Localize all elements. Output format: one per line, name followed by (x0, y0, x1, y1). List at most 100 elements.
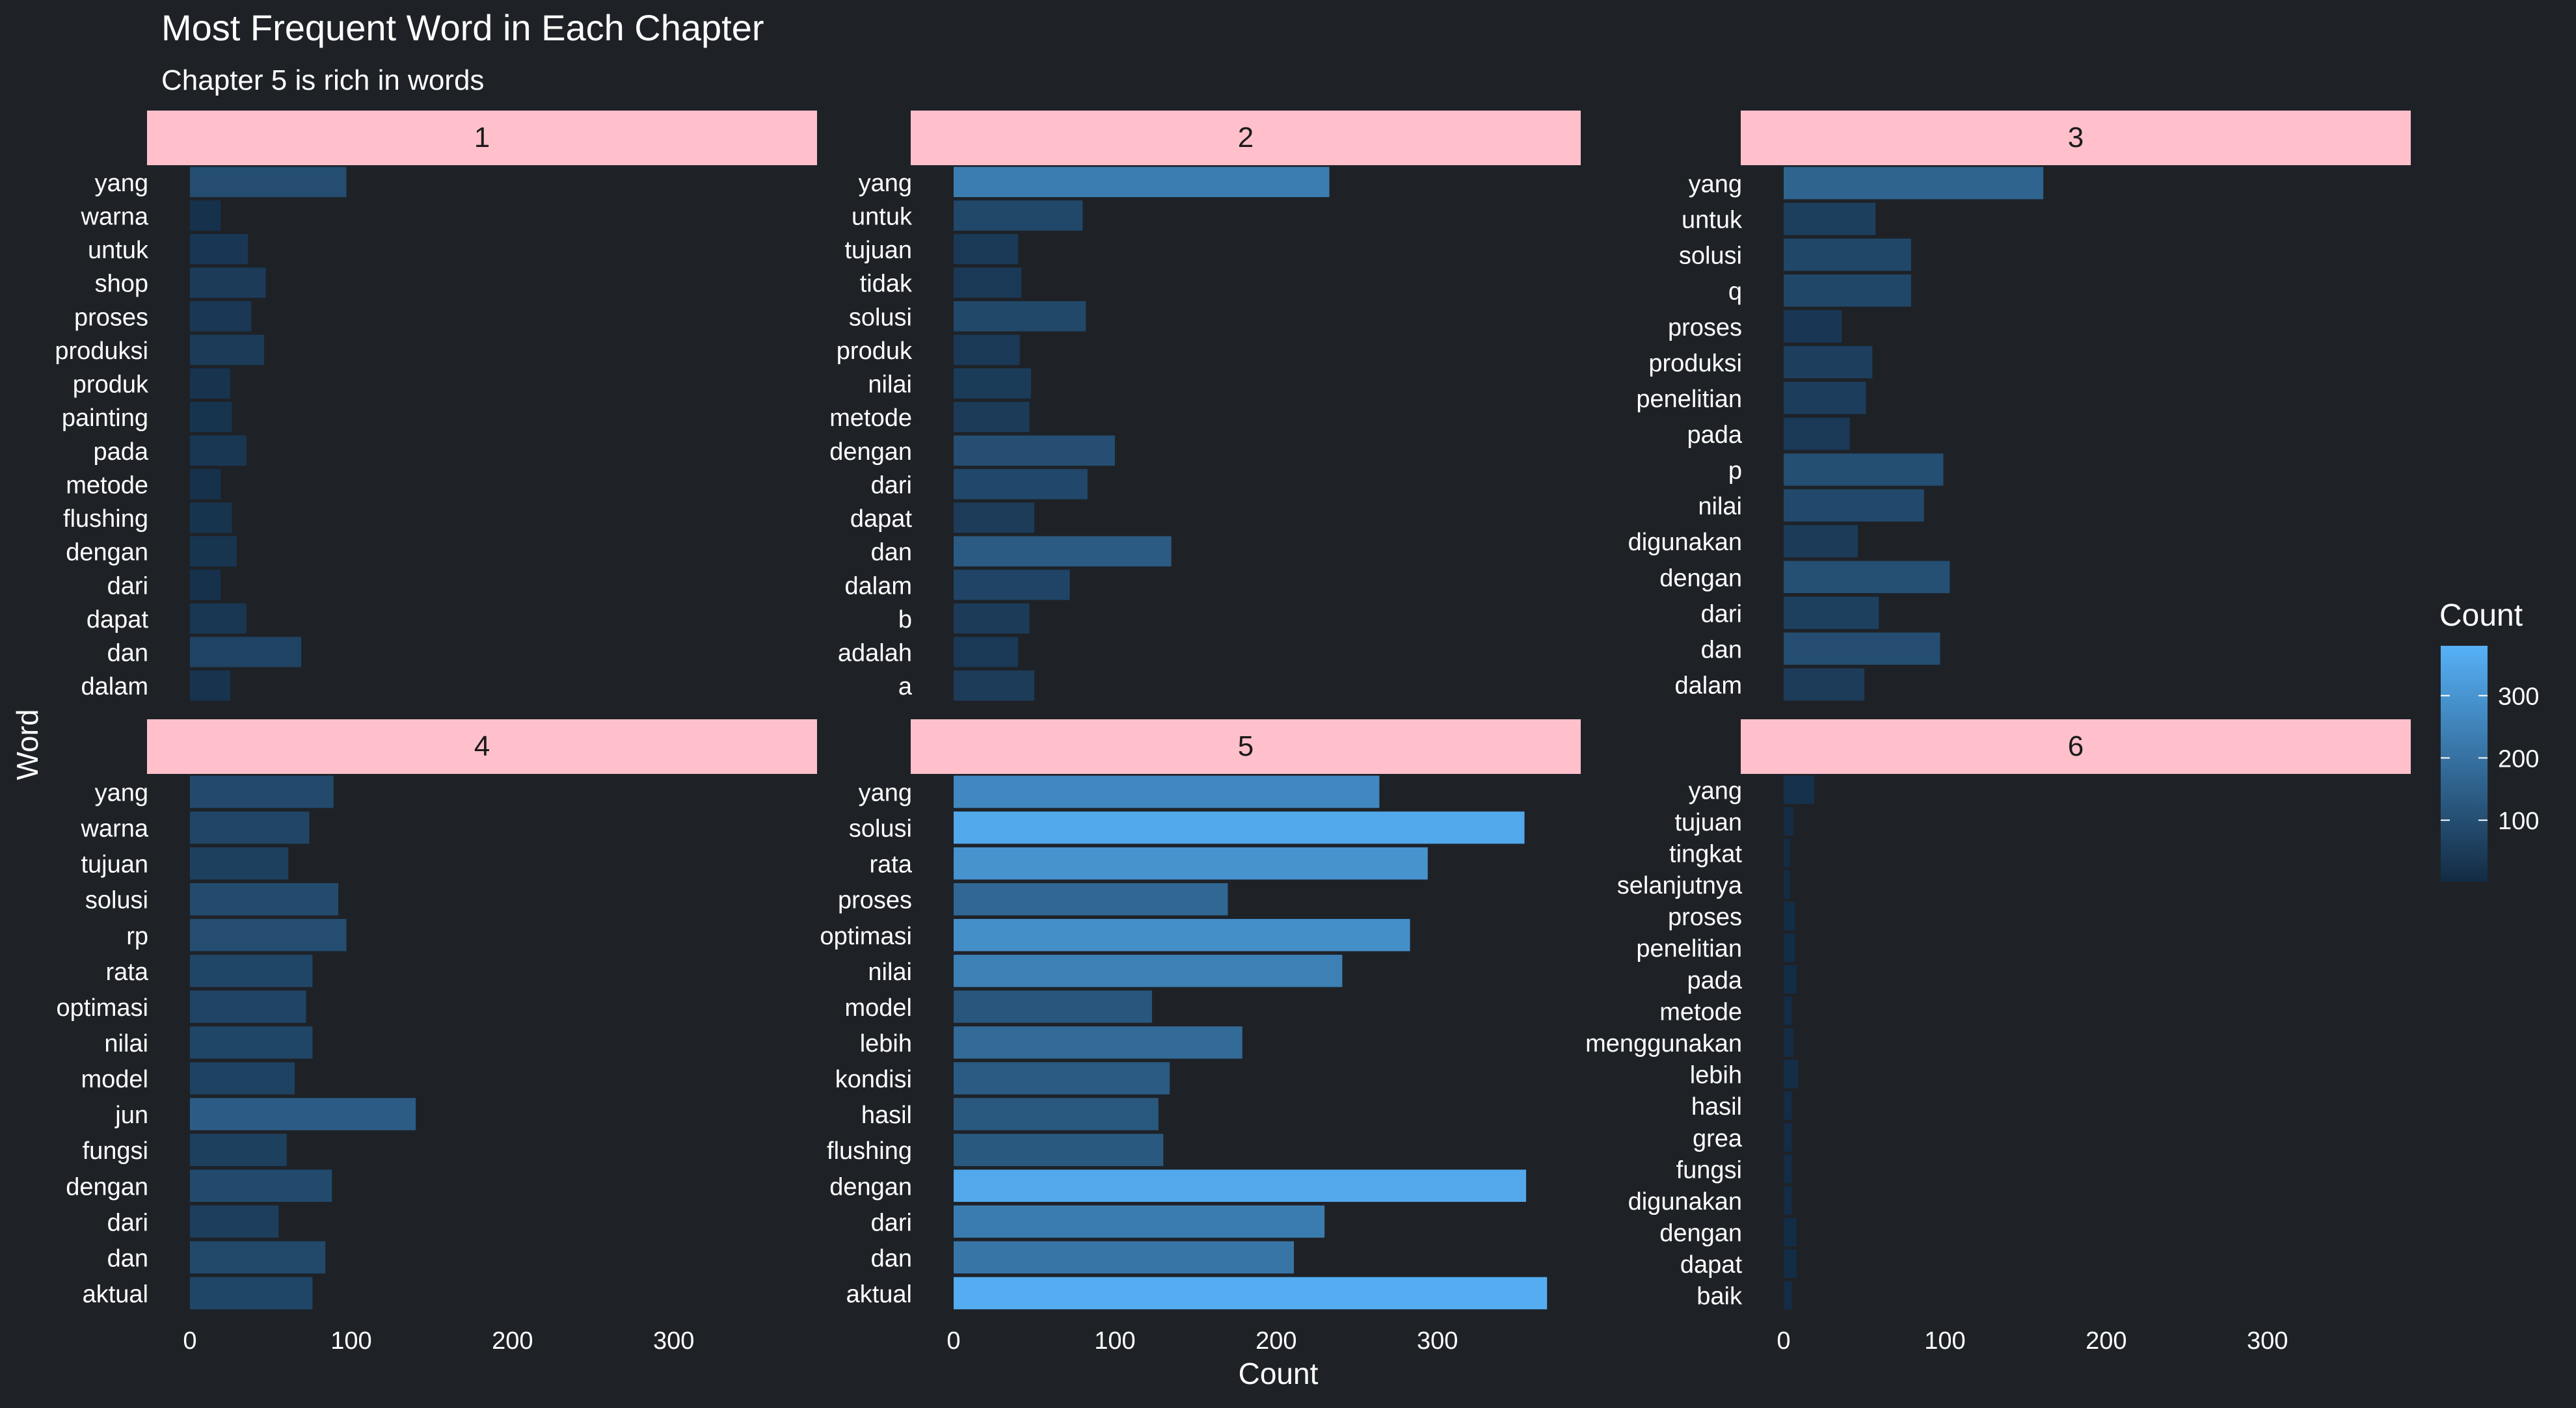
x-tick-label: 0 (946, 1327, 960, 1355)
y-tick-label: proses (1668, 904, 1742, 931)
bar-jun (190, 1098, 416, 1130)
bar-produk (190, 368, 230, 399)
bar-solusi (190, 883, 339, 916)
bar-b (954, 603, 1030, 634)
x-tick-label: 200 (1255, 1327, 1296, 1355)
y-tick-label: tujuan (1674, 809, 1742, 836)
bar-dalam (954, 570, 1070, 600)
bar-metode (1784, 996, 1792, 1026)
y-tick-label: metode (66, 472, 148, 499)
y-tick-label: dapat (850, 505, 913, 533)
legend-colorbar (2441, 646, 2488, 882)
bar-dapat (954, 502, 1034, 533)
facet-strip-label: 6 (2068, 730, 2084, 762)
y-axis-label: Word (10, 709, 44, 780)
y-tick-label: q (1728, 278, 1742, 306)
bar-dari (190, 1205, 279, 1238)
y-tick-label: proses (1668, 314, 1742, 341)
y-tick-label: dan (871, 1245, 912, 1272)
y-tick-label: dengan (829, 1173, 912, 1201)
y-tick-label: nilai (1698, 493, 1742, 520)
bar-dan (190, 637, 302, 667)
bar-dari (954, 1205, 1325, 1238)
bar-nilai (190, 1026, 313, 1059)
panel-6: 6 yang tujuan tingkat selanjutnya proses penel… (1585, 719, 2411, 1355)
facet-strip (1741, 719, 2411, 774)
facet-strip-label: 3 (2068, 122, 2084, 153)
panels: 1 yang warna untuk shop proses produksi produk p… (55, 111, 2411, 1355)
y-tick-label: produk (73, 371, 149, 399)
y-tick-label: pada (93, 438, 148, 466)
facet-strip (1741, 111, 2411, 165)
y-tick-label: dengan (1659, 565, 1742, 592)
bar-pada (1784, 418, 1850, 450)
bar-untuk (190, 233, 248, 265)
panel-3: 3 yang untuk solusi q proses produksi penelitia… (1628, 111, 2411, 701)
legend-tick-label: 300 (2498, 684, 2539, 711)
y-tick-label: produksi (1648, 350, 1742, 377)
x-tick-label: 0 (1777, 1327, 1790, 1355)
bar-baik (1784, 1281, 1792, 1310)
bar-dapat (1784, 1249, 1797, 1278)
bar-produksi (190, 334, 265, 365)
y-tick-label: dan (871, 539, 912, 566)
x-tick-label: 300 (1417, 1327, 1458, 1355)
y-tick-label: tujuan (844, 237, 912, 264)
bar-dan (954, 1241, 1295, 1274)
bar-proses (190, 301, 252, 332)
y-tick-label: kondisi (835, 1066, 912, 1093)
bar-dan (1784, 632, 1940, 665)
bar-untuk (1784, 202, 1876, 235)
y-tick-label: yang (95, 170, 148, 197)
bar-produk (954, 334, 1020, 365)
y-tick-label: pada (1687, 421, 1742, 449)
bar-yang (1784, 166, 2044, 200)
facet-strip (911, 719, 1581, 774)
y-tick-label: lebih (860, 1030, 912, 1057)
bar-dalam (1784, 668, 1864, 701)
y-tick-label: warna (81, 203, 149, 230)
bar-lebih (1784, 1059, 1799, 1089)
y-tick-label: yang (95, 780, 148, 807)
bar-rata (954, 847, 1428, 880)
bar-dapat (190, 603, 247, 634)
y-tick-label: dari (107, 1209, 148, 1236)
x-tick-label: 100 (1924, 1327, 1965, 1355)
y-tick-label: selanjutnya (1617, 872, 1743, 899)
y-tick-label: proses (838, 887, 912, 914)
bar-penelitian (1784, 933, 1795, 963)
bar-flushing (954, 1134, 1164, 1166)
bar-rata (190, 955, 313, 987)
facet-strip-label: 4 (474, 730, 490, 762)
y-tick-label: produksi (55, 338, 148, 365)
facet-strip (147, 111, 817, 165)
y-tick-label: dari (871, 1209, 912, 1236)
y-tick-label: model (81, 1066, 149, 1093)
y-tick-label: menggunakan (1585, 1030, 1742, 1057)
bar-dari (954, 469, 1088, 499)
bar-tidak (954, 267, 1022, 298)
bar-hasil (1784, 1091, 1792, 1121)
x-tick-label: 200 (492, 1327, 533, 1355)
x-tick-label: 300 (653, 1327, 694, 1355)
facet-strip-label: 5 (1238, 730, 1254, 762)
legend-tick-label: 100 (2498, 808, 2539, 835)
y-tick-label: nilai (868, 959, 912, 986)
bar-rp (190, 919, 347, 951)
y-tick-label: nilai (104, 1030, 148, 1057)
y-tick-label: grea (1693, 1125, 1743, 1152)
bar-dengan (1784, 561, 1950, 594)
y-tick-label: model (845, 994, 913, 1022)
y-tick-label: rata (106, 959, 149, 986)
y-tick-label: yang (1689, 777, 1742, 804)
bar-tujuan (190, 847, 289, 880)
y-tick-label: yang (859, 780, 912, 807)
x-tick-label: 0 (183, 1327, 196, 1355)
y-tick-label: aktual (846, 1281, 912, 1308)
bar-a (954, 670, 1034, 701)
y-tick-label: solusi (1679, 243, 1742, 270)
bar-lebih (954, 1026, 1242, 1059)
bar-kondisi (954, 1062, 1170, 1095)
color-legend: Count 100 200 300 (2439, 598, 2539, 882)
